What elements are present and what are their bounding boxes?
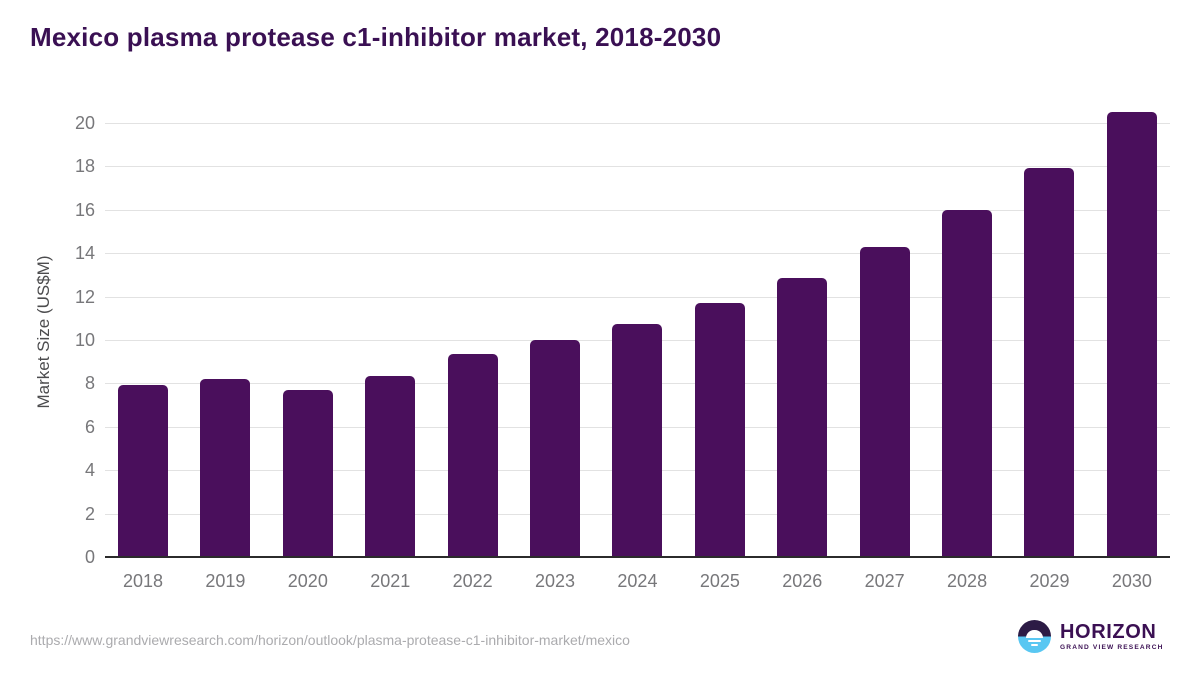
sun-shape	[1026, 629, 1043, 638]
y-tick-8: 8	[84, 373, 95, 394]
y-tick-16: 16	[74, 199, 95, 220]
y-tick-10: 10	[74, 330, 95, 350]
bar-2029	[1024, 167, 1075, 557]
horizon-line-1	[1028, 639, 1041, 642]
bar-2028	[942, 209, 993, 557]
y-tick-14: 14	[74, 243, 95, 264]
chart-title: Mexico plasma protease c1-inhibitor mark…	[30, 22, 722, 52]
gridline-20	[105, 123, 1170, 124]
y-tick-4: 4	[84, 460, 95, 481]
bar-2022	[447, 354, 498, 557]
logo-wordmark: HORIZON	[1060, 620, 1157, 643]
bar-2021	[365, 375, 416, 557]
gridline-16	[105, 209, 1170, 211]
logo-text: HORIZON GRAND VIEW RESEARCH	[1060, 622, 1164, 652]
source-url: https://www.grandviewresearch.com/horizo…	[30, 632, 630, 648]
bar-2018	[118, 384, 168, 557]
x-tick-2023: 2023	[535, 571, 576, 591]
x-axis-line	[105, 556, 1170, 558]
y-tick-2: 2	[84, 503, 95, 524]
bar-2025	[694, 303, 745, 557]
x-tick-2021: 2021	[370, 571, 411, 591]
logo-subtitle: GRAND VIEW RESEARCH	[1060, 644, 1164, 652]
bar-2023	[530, 340, 581, 557]
bar-2026	[777, 278, 828, 557]
x-tick-2025: 2025	[699, 571, 740, 591]
bar-2019	[200, 379, 251, 557]
x-tick-2029: 2029	[1029, 571, 1070, 591]
x-tick-2024: 2024	[617, 571, 658, 591]
x-tick-2022: 2022	[452, 571, 493, 591]
y-tick-6: 6	[84, 416, 95, 437]
y-tick-18: 18	[74, 156, 95, 177]
bar-2020	[282, 389, 333, 557]
y-tick-0: 0	[84, 547, 95, 567]
x-tick-2027: 2027	[864, 571, 905, 591]
gridline-14	[105, 253, 1170, 255]
horizon-sun-icon	[1018, 620, 1051, 653]
x-tick-2030: 2030	[1111, 571, 1152, 591]
x-axis-tick-labels: 2018 2019 2020 2021 2022 2023 2024 2025 2026 2027…	[105, 571, 1170, 592]
x-tick-2028: 2028	[947, 571, 988, 591]
x-tick-2019: 2019	[205, 571, 246, 591]
bar-2027	[859, 246, 910, 557]
y-tick-20: 20	[74, 113, 95, 133]
horizon-logo: HORIZON GRAND VIEW RESEARCH	[1018, 620, 1164, 653]
gridline-18	[105, 166, 1170, 168]
x-tick-2018: 2018	[122, 571, 164, 591]
y-tick-12: 12	[74, 286, 95, 307]
x-tick-2026: 2026	[782, 571, 823, 591]
bar-2024	[612, 323, 663, 557]
plot-area: 0 2 4 6 8 10 12 14 16 18 20 2018 2019 2020 2021 2022 20…	[75, 108, 1170, 591]
bar-2030	[1106, 112, 1157, 557]
horizon-line-2	[1031, 643, 1038, 646]
bars-layer	[105, 108, 1170, 557]
y-axis-tick-labels: 0 2 4 6 8 10 12 14 16 18 20	[35, 108, 95, 567]
gridline-12	[105, 296, 1170, 298]
x-tick-2020: 2020	[287, 571, 328, 591]
